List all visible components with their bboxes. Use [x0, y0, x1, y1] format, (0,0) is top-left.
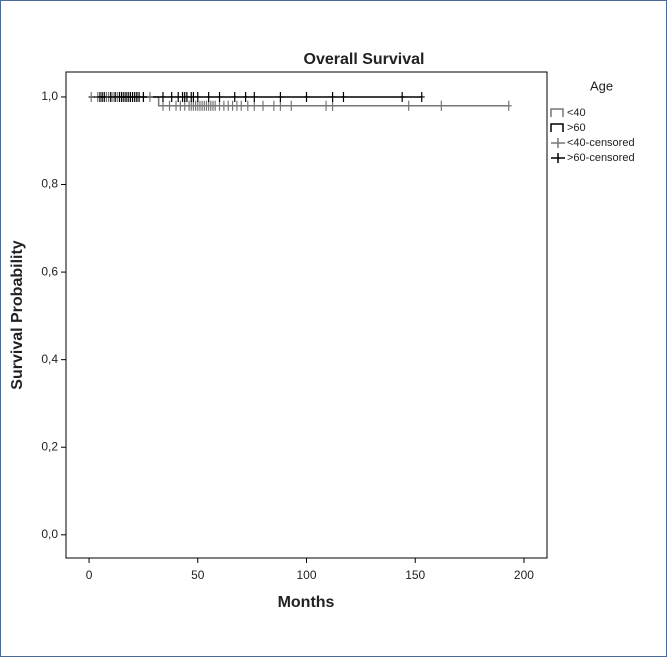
x-tick-label: 0 [86, 568, 93, 582]
censor-mark [101, 91, 108, 102]
y-tick-label: 0,8 [41, 177, 58, 191]
y-tick-label: 0,2 [41, 439, 58, 453]
censor-mark [216, 91, 223, 102]
censor-mark [277, 100, 284, 111]
legend-symbol [551, 138, 565, 148]
chart-title: Overall Survival [304, 51, 425, 68]
censor-mark [329, 100, 336, 111]
x-tick-label: 50 [191, 568, 205, 582]
censor-mark [159, 91, 166, 102]
censor-mark [140, 91, 147, 102]
censor-mark [277, 91, 284, 102]
censor-mark [166, 100, 173, 111]
legend-label: >60-censored [567, 152, 635, 164]
censor-mark [270, 100, 277, 111]
censor-mark [340, 91, 347, 102]
y-tick-label: 1,0 [41, 89, 58, 103]
legend-symbol [551, 153, 565, 163]
censor-mark [205, 91, 212, 102]
x-tick-label: 100 [296, 568, 316, 582]
censor-mark [168, 91, 175, 102]
censor-mark [418, 91, 425, 102]
x-axis-label: Months [278, 594, 335, 611]
censor-mark [405, 100, 412, 111]
legend-symbol [550, 123, 564, 132]
legend-label: <40-censored [567, 137, 635, 149]
y-axis-label: Survival Probability [9, 240, 26, 389]
legend-label: >60 [567, 122, 586, 134]
x-tick-label: 150 [405, 568, 425, 582]
censor-mark [288, 100, 295, 111]
censor-mark [244, 100, 251, 111]
censor-mark [231, 91, 238, 102]
censor-mark [438, 100, 445, 111]
y-tick-label: 0,4 [41, 352, 58, 366]
censor-mark [159, 100, 166, 111]
censor-mark [88, 91, 95, 102]
censor-mark [251, 100, 258, 111]
censor-mark [146, 91, 153, 102]
censor-mark [194, 91, 201, 102]
censor-mark [303, 91, 310, 102]
censor-mark [329, 91, 336, 102]
censor-mark [399, 91, 406, 102]
legend-symbol [550, 108, 564, 117]
legend-label: <40 [567, 107, 586, 119]
censor-mark [242, 91, 249, 102]
censor-mark [323, 100, 330, 111]
y-tick-label: 0,0 [41, 527, 58, 541]
y-tick-label: 0,6 [41, 264, 58, 278]
legend-title: Age [590, 78, 613, 93]
x-tick-label: 200 [514, 568, 534, 582]
censor-mark [505, 100, 512, 111]
censor-mark [260, 100, 267, 111]
censor-mark [238, 100, 245, 111]
censor-mark [251, 91, 258, 102]
